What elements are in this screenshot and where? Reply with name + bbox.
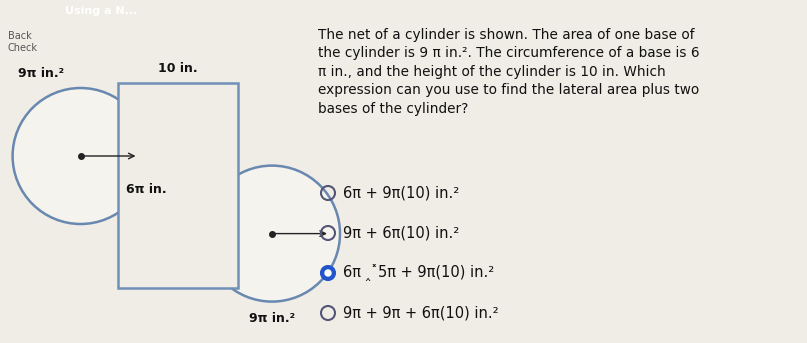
Circle shape — [204, 166, 340, 301]
Circle shape — [13, 88, 148, 224]
Text: 9π + 9π + 6π(10) in.²: 9π + 9π + 6π(10) in.² — [343, 306, 499, 320]
Text: 6π in.: 6π in. — [126, 183, 166, 196]
Text: 6π ‸˟5π + 9π(10) in.²: 6π ‸˟5π + 9π(10) in.² — [343, 264, 494, 282]
Text: 9π + 6π(10) in.²: 9π + 6π(10) in.² — [343, 225, 459, 240]
Text: Back: Back — [8, 31, 31, 41]
Text: 6π + 9π(10) in.²: 6π + 9π(10) in.² — [343, 186, 459, 201]
Text: Using a N...: Using a N... — [65, 6, 137, 16]
Text: 9π in.²: 9π in.² — [18, 67, 64, 80]
Circle shape — [325, 270, 331, 276]
Text: 10 in.: 10 in. — [158, 62, 198, 75]
Text: Check: Check — [8, 43, 38, 53]
Circle shape — [321, 266, 335, 280]
Text: 9π in.²: 9π in.² — [249, 311, 295, 324]
Bar — [118, 83, 238, 288]
Text: The net of a cylinder is shown. The area of one base of
the cylinder is 9 π in.²: The net of a cylinder is shown. The area… — [318, 28, 700, 116]
